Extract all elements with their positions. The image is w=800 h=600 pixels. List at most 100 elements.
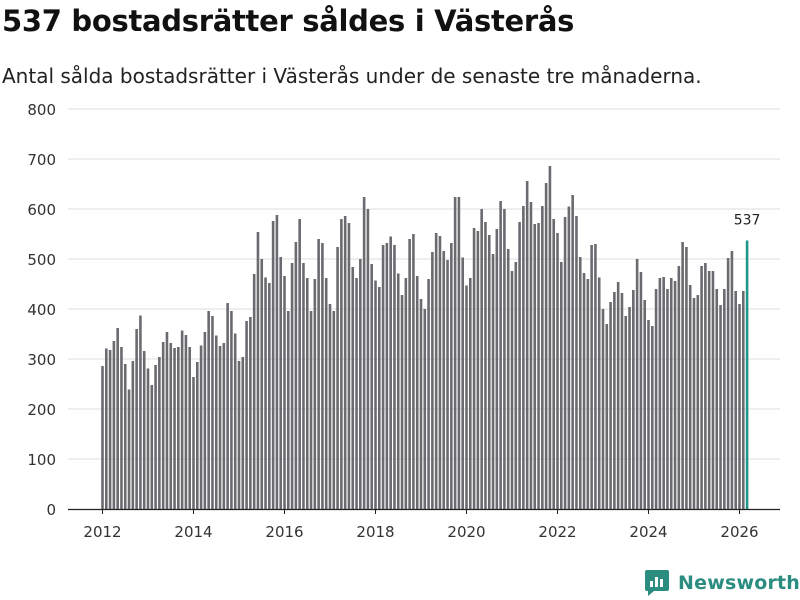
newsworthy-logo[interactable]: Newsworthy — [644, 568, 800, 598]
bars — [101, 166, 749, 509]
bar — [169, 343, 173, 509]
bar — [571, 195, 574, 509]
bar — [195, 362, 199, 509]
bar — [696, 295, 700, 509]
bar — [264, 277, 267, 509]
bar — [146, 368, 150, 509]
bar — [120, 347, 123, 509]
bar — [290, 263, 294, 509]
bar — [104, 348, 108, 509]
y-tick-label: 800 — [27, 101, 56, 119]
bar — [249, 317, 252, 509]
y-tick-label: 500 — [27, 251, 56, 269]
bar — [681, 242, 684, 509]
bar — [302, 263, 305, 509]
bar — [123, 364, 127, 509]
bar — [381, 245, 385, 509]
bar — [150, 385, 154, 509]
x-tick-label: 2022 — [538, 523, 576, 541]
bar — [711, 271, 715, 509]
bar — [294, 242, 298, 509]
bar — [461, 257, 465, 509]
bar — [514, 262, 518, 509]
bar — [730, 251, 734, 509]
bar — [309, 311, 313, 509]
bar — [723, 289, 726, 509]
bar — [673, 281, 677, 509]
bar — [666, 289, 669, 509]
bar — [218, 346, 222, 509]
bar — [434, 233, 438, 509]
bar — [692, 298, 696, 509]
bar — [499, 201, 502, 509]
bar — [628, 307, 631, 509]
bar — [192, 377, 195, 509]
bar — [650, 326, 654, 509]
page-subtitle: Antal sålda bostadsrätter i Västerås und… — [2, 64, 702, 88]
bar — [256, 232, 260, 509]
bar — [616, 282, 620, 509]
bar — [359, 259, 362, 509]
bar — [116, 328, 119, 509]
bar — [412, 234, 415, 509]
y-tick-label: 400 — [27, 301, 56, 319]
bar — [669, 278, 673, 509]
bar — [211, 316, 214, 509]
bar — [351, 267, 355, 509]
bar — [271, 221, 275, 509]
bar — [438, 236, 442, 509]
bar — [415, 276, 419, 509]
bar — [688, 285, 692, 509]
bar — [510, 271, 514, 509]
x-tick-label: 2012 — [83, 523, 121, 541]
bar — [112, 341, 116, 509]
bar — [427, 279, 430, 509]
bar — [188, 347, 192, 509]
bar — [552, 219, 556, 509]
bar — [343, 216, 347, 509]
bar — [484, 222, 487, 509]
bar — [396, 273, 400, 509]
bar — [541, 206, 544, 509]
bar — [624, 316, 628, 509]
bar — [525, 181, 529, 509]
bar — [389, 236, 392, 509]
bar — [700, 266, 703, 509]
bar — [142, 351, 146, 509]
bar — [283, 276, 286, 509]
bar — [635, 259, 639, 509]
bar — [446, 260, 449, 509]
bar — [529, 202, 533, 509]
x-tick-label: 2016 — [265, 523, 303, 541]
bar-latest — [745, 240, 749, 509]
bar — [544, 183, 548, 509]
bar — [704, 263, 707, 509]
bar — [559, 262, 563, 509]
bar — [279, 257, 283, 509]
axes — [68, 508, 780, 514]
bar — [370, 264, 374, 509]
bar — [647, 320, 650, 509]
bar — [590, 245, 593, 509]
bar — [222, 343, 226, 509]
bar — [476, 231, 480, 509]
bar — [340, 219, 343, 509]
bar — [275, 215, 279, 509]
y-tick-label: 300 — [27, 351, 56, 369]
bar — [677, 266, 681, 509]
bar — [522, 206, 525, 509]
bar — [453, 197, 457, 509]
bar — [658, 278, 662, 509]
bar — [465, 285, 468, 509]
page-title: 537 bostadsrätter såldes i Västerås — [2, 4, 575, 38]
bar — [613, 292, 616, 509]
y-tick-label: 100 — [27, 451, 56, 469]
bar — [400, 295, 404, 509]
x-tick-label: 2024 — [629, 523, 667, 541]
bar — [336, 247, 339, 509]
bar — [582, 273, 586, 509]
bar — [597, 277, 601, 509]
x-tick-label: 2018 — [356, 523, 394, 541]
bar — [575, 216, 578, 509]
x-tick-label: 2014 — [174, 523, 212, 541]
